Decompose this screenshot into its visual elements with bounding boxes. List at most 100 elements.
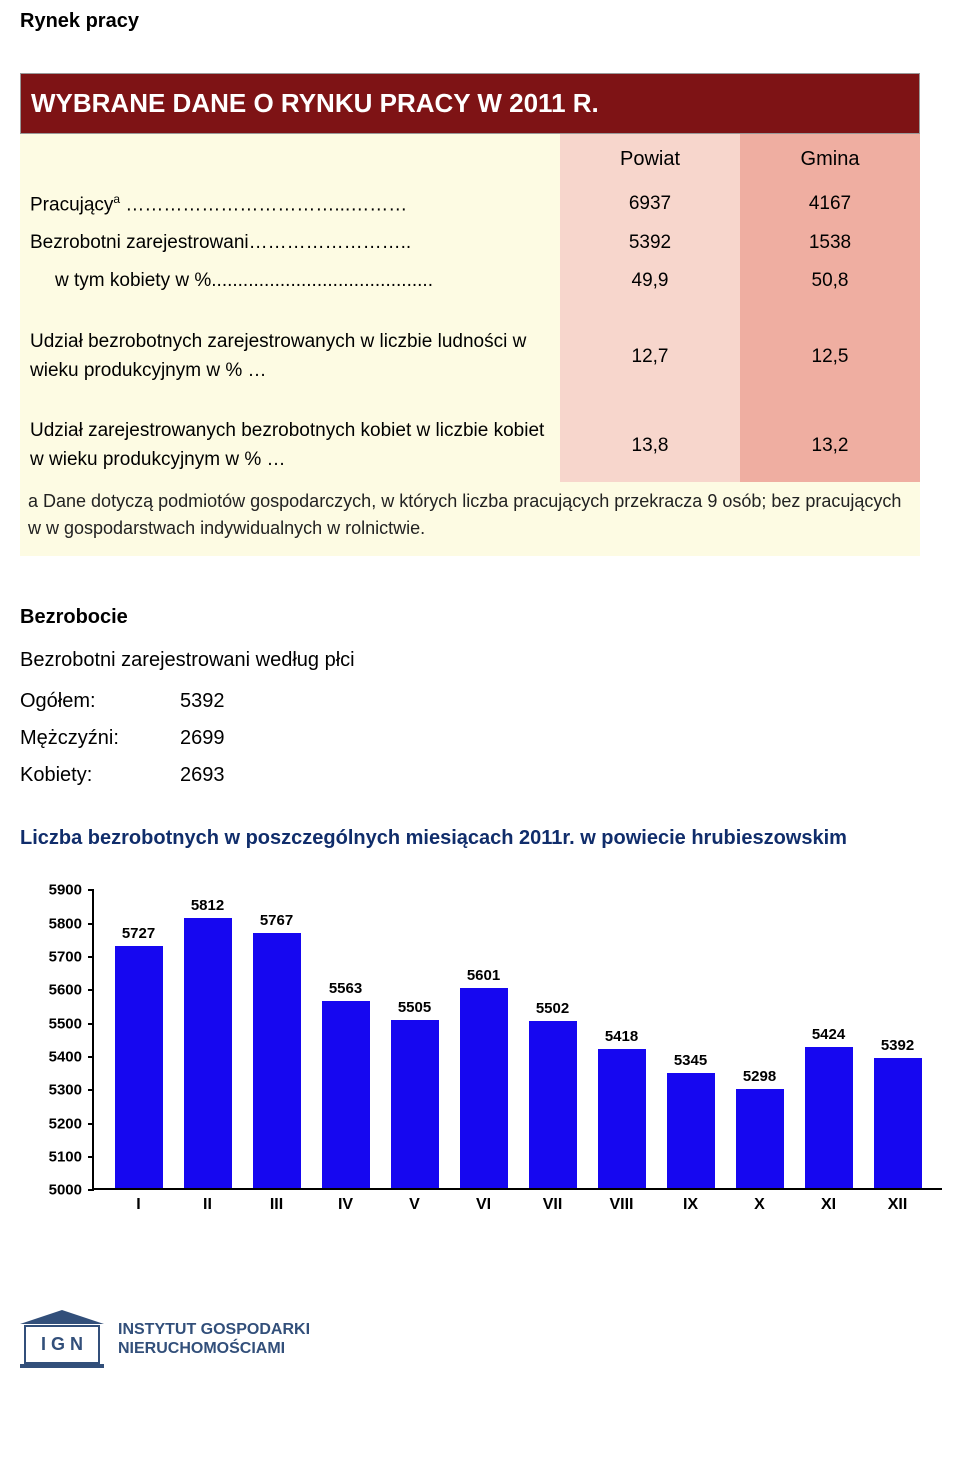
bar-category-label: III [270, 1196, 283, 1214]
labor-table: WYBRANE DANE O RYNKU PRACY W 2011 R. Pow… [20, 73, 920, 556]
kv-label: Ogółem: [20, 690, 180, 713]
bar-category-label: IX [683, 1196, 698, 1214]
y-tick-label: 5300 [49, 1082, 82, 1099]
bar-slot: 5298X [725, 1068, 794, 1188]
kv-value: 2699 [180, 727, 225, 750]
bar-category-label: VIII [609, 1196, 633, 1214]
bar-value-label: 5727 [122, 925, 155, 942]
bar-value-label: 5418 [605, 1028, 638, 1045]
bar-category-label: XI [821, 1196, 836, 1214]
bar-category-label: VII [543, 1196, 563, 1214]
bar-slot: 5392XII [863, 1037, 932, 1189]
cell-gmina: 4167 [740, 184, 920, 224]
bar-category-label: I [136, 1196, 140, 1214]
section-subtitle: Bezrobotni zarejestrowani według płci [20, 649, 940, 672]
bar [460, 988, 508, 1188]
unemployment-section: Bezrobocie Bezrobotni zarejestrowani wed… [20, 606, 940, 787]
table-row: Pracującya ……………………………...………69374167 [20, 184, 920, 224]
bar [598, 1049, 646, 1188]
chart-title: Liczba bezrobotnych w poszczególnych mie… [20, 827, 940, 850]
bar-value-label: 5424 [812, 1026, 845, 1043]
kv-value: 2693 [180, 764, 225, 787]
bar [736, 1089, 784, 1188]
bar-value-label: 5298 [743, 1068, 776, 1085]
cell-gmina: 12,5 [740, 320, 920, 393]
y-tick-label: 5200 [49, 1115, 82, 1132]
bar-chart: 5000510052005300540055005600570058005900… [30, 890, 950, 1250]
cell-powiat: 49,9 [560, 262, 740, 300]
y-tick-label: 5400 [49, 1048, 82, 1065]
bar-slot: 5418VIII [587, 1028, 656, 1188]
bar [115, 946, 163, 1188]
bar-value-label: 5601 [467, 967, 500, 984]
kv-row: Mężczyźni:2699 [20, 727, 940, 750]
y-tick-label: 5000 [49, 1182, 82, 1199]
logo-letters: I G N [26, 1327, 98, 1362]
y-tick-label: 5500 [49, 1015, 82, 1032]
bar [529, 1021, 577, 1188]
bar-category-label: IV [338, 1196, 353, 1214]
table-row: w tym kobiety w %.......................… [20, 262, 920, 300]
y-tick-label: 5600 [49, 982, 82, 999]
bar-slot: 5502VII [518, 1000, 587, 1188]
footer-line2: Nieruchomościami [118, 1339, 310, 1358]
row-label: Udział bezrobotnych zarejestrowanych w l… [20, 320, 560, 393]
table-row: Bezrobotni zarejestrowani……………………..53921… [20, 224, 920, 262]
footer-line1: Instytut Gospodarki [118, 1320, 310, 1339]
bar [805, 1047, 853, 1188]
row-label: Udział zarejestrowanych bezrobotnych kob… [20, 409, 560, 482]
col-header-powiat: Powiat [560, 134, 740, 184]
cell-powiat: 5392 [560, 224, 740, 262]
bar-category-label: X [754, 1196, 765, 1214]
footer: I G N Instytut Gospodarki Nieruchomościa… [20, 1310, 940, 1368]
bar-value-label: 5392 [881, 1037, 914, 1054]
cell-gmina: 13,2 [740, 409, 920, 482]
bar-slot: 5505V [380, 999, 449, 1188]
bar-value-label: 5345 [674, 1052, 707, 1069]
bar [391, 1020, 439, 1188]
cell-gmina: 1538 [740, 224, 920, 262]
bar-value-label: 5505 [398, 999, 431, 1016]
logo-icon: I G N [20, 1310, 104, 1368]
bar-category-label: II [203, 1196, 212, 1214]
cell-powiat: 13,8 [560, 409, 740, 482]
bar [322, 1001, 370, 1189]
bar-slot: 5345IX [656, 1052, 725, 1188]
bar-category-label: VI [476, 1196, 491, 1214]
bar-value-label: 5502 [536, 1000, 569, 1017]
bar-value-label: 5767 [260, 912, 293, 929]
cell-powiat: 6937 [560, 184, 740, 224]
row-label: w tym kobiety w %.......................… [20, 262, 560, 300]
y-axis: 5000510052005300540055005600570058005900 [30, 890, 88, 1190]
y-tick-label: 5900 [49, 882, 82, 899]
bar [667, 1073, 715, 1188]
y-tick-label: 5700 [49, 948, 82, 965]
section-heading: Bezrobocie [20, 606, 940, 629]
table-row: Udział bezrobotnych zarejestrowanych w l… [20, 320, 920, 393]
bar [184, 918, 232, 1189]
kv-label: Mężczyźni: [20, 727, 180, 750]
table-header-row: Powiat Gmina [20, 134, 920, 184]
kv-row: Ogółem:5392 [20, 690, 940, 713]
bar-category-label: XII [888, 1196, 908, 1214]
table-title: WYBRANE DANE O RYNKU PRACY W 2011 R. [20, 73, 920, 134]
y-tick-label: 5100 [49, 1148, 82, 1165]
bar-category-label: V [409, 1196, 420, 1214]
bar [253, 933, 301, 1189]
bar-slot: 5812II [173, 897, 242, 1189]
bar-slot: 5563IV [311, 980, 380, 1189]
row-label: Bezrobotni zarejestrowani…………………….. [20, 224, 560, 262]
y-tick-label: 5800 [49, 915, 82, 932]
bar-slot: 5727I [104, 925, 173, 1188]
kv-label: Kobiety: [20, 764, 180, 787]
row-label: Pracującya ……………………………...……… [20, 184, 560, 224]
bar [874, 1058, 922, 1189]
cell-gmina: 50,8 [740, 262, 920, 300]
table-row: Udział zarejestrowanych bezrobotnych kob… [20, 409, 920, 482]
bar-slot: 5601VI [449, 967, 518, 1188]
cell-powiat: 12,7 [560, 320, 740, 393]
footer-text: Instytut Gospodarki Nieruchomościami [118, 1320, 310, 1358]
col-header-gmina: Gmina [740, 134, 920, 184]
chart-plot-area: 5727I5812II5767III5563IV5505V5601VI5502V… [92, 890, 942, 1190]
bar-slot: 5767III [242, 912, 311, 1189]
